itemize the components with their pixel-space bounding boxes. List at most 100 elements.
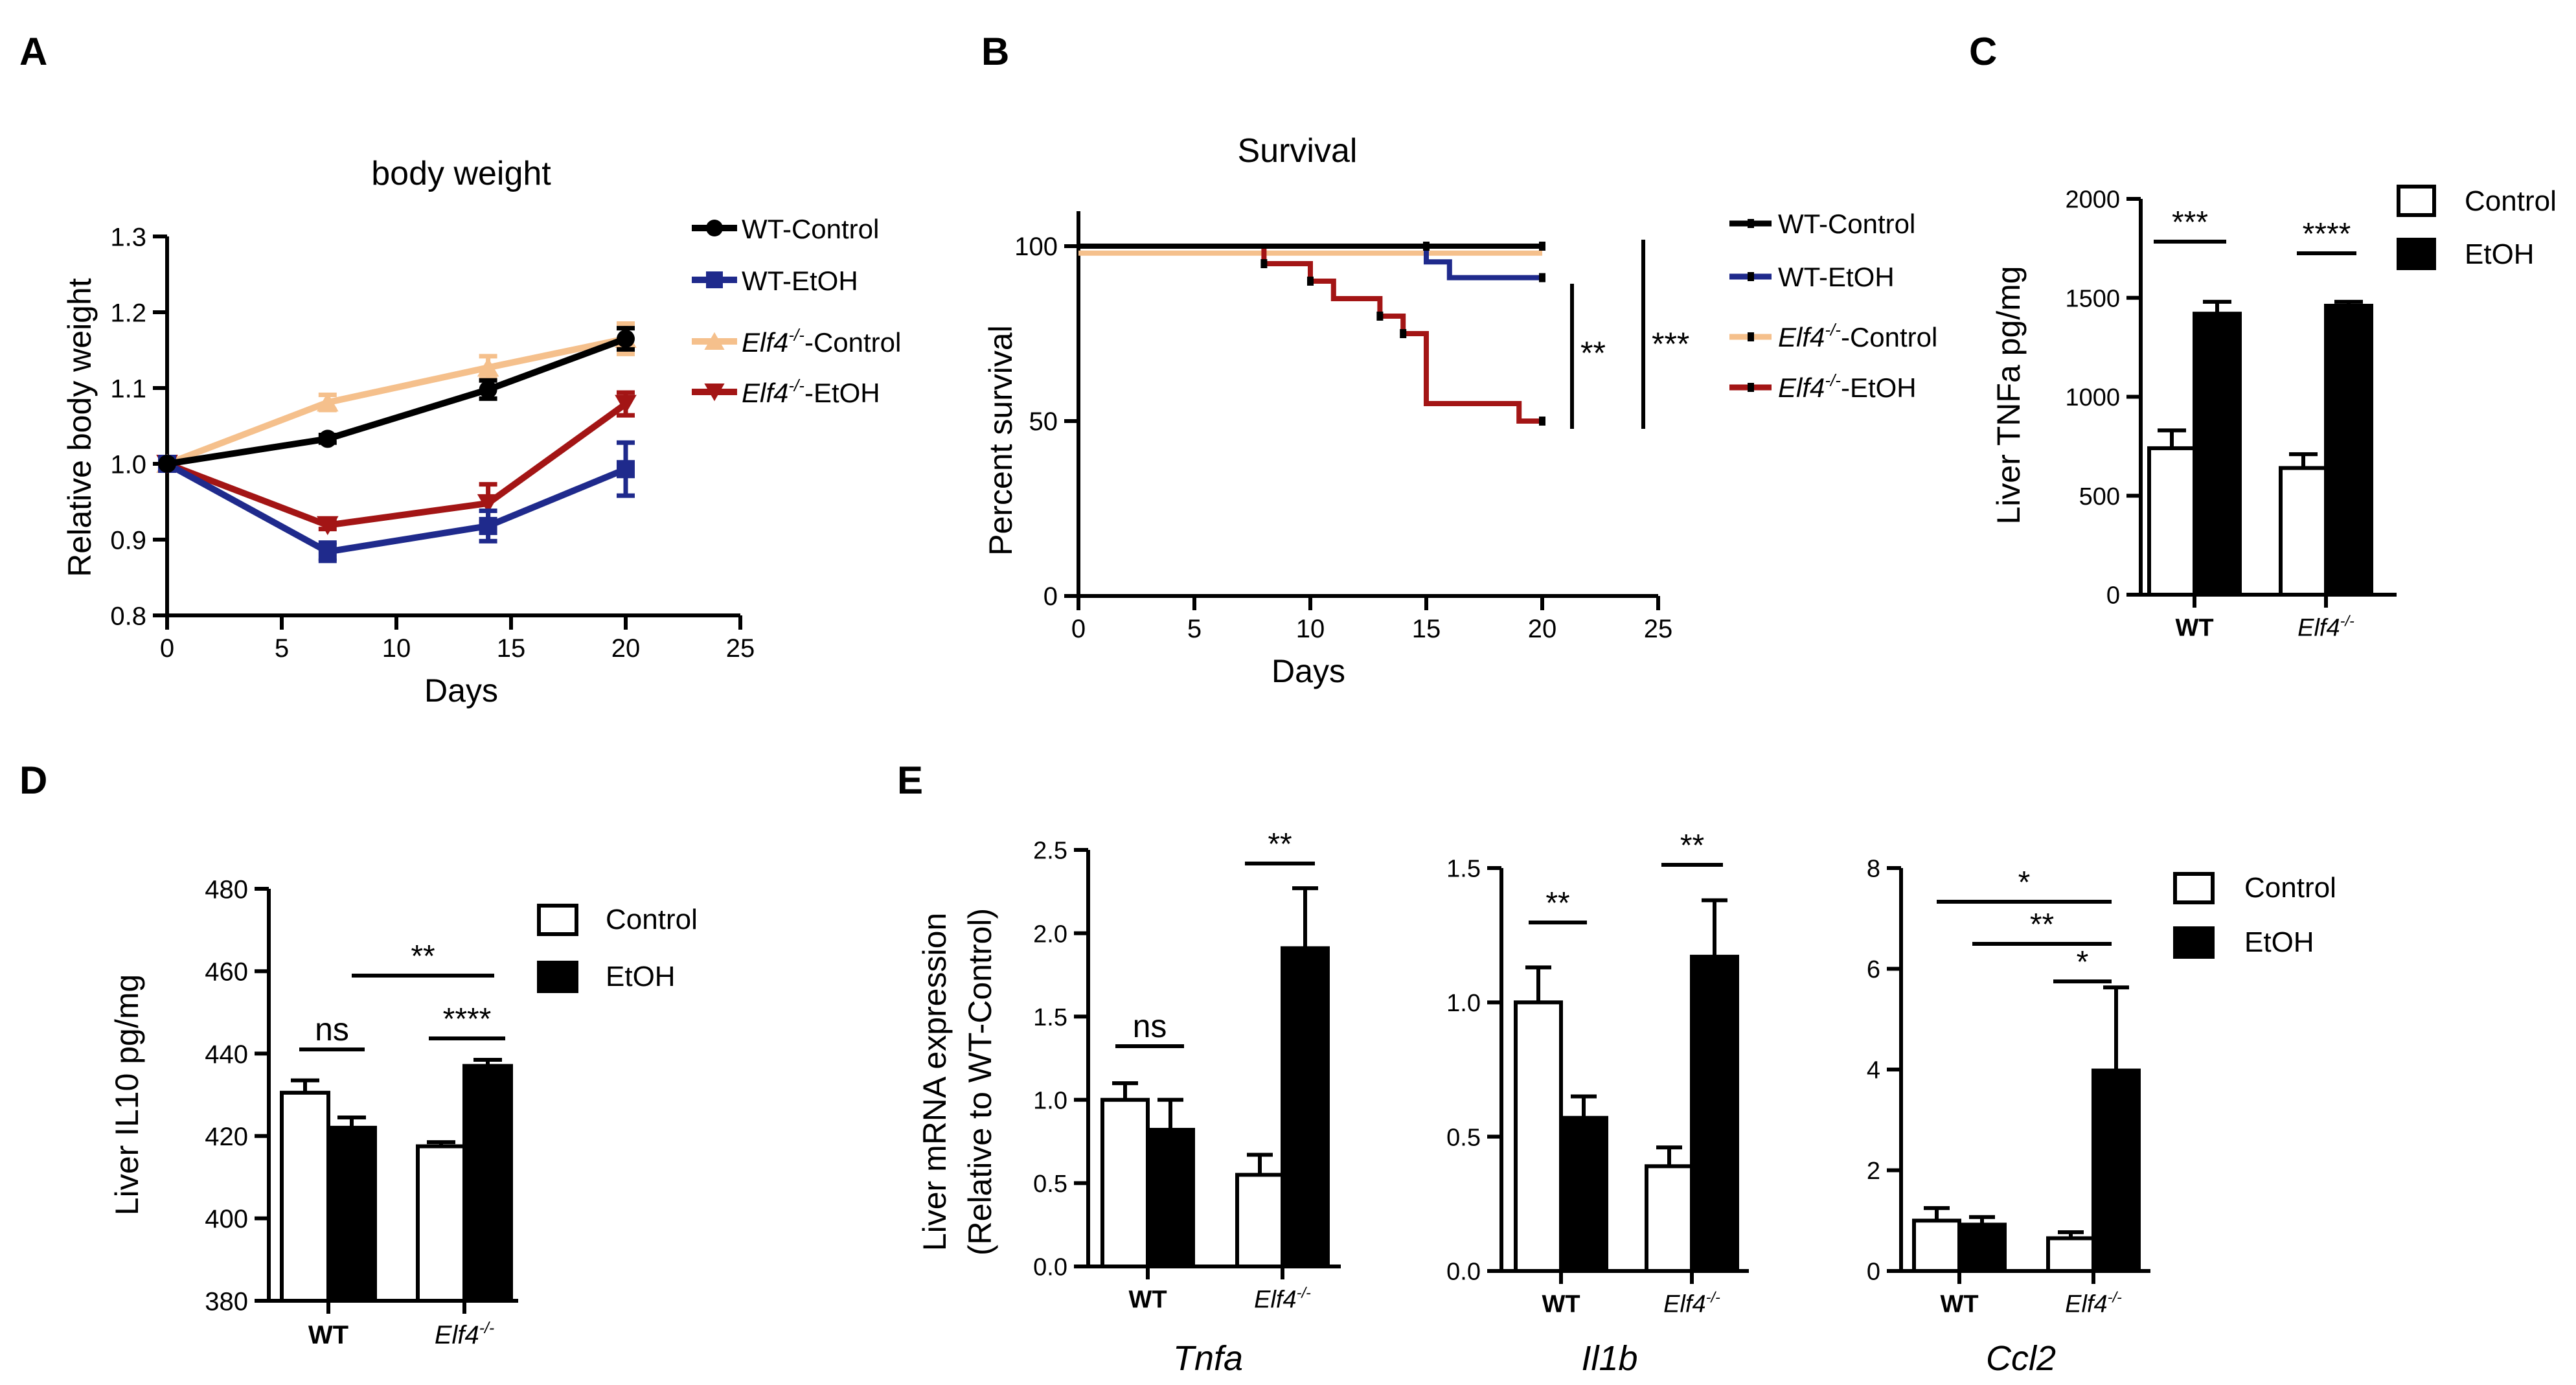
legend-label-c: EtOH xyxy=(2465,238,2535,270)
bar-E2-control-0 xyxy=(1514,1000,1563,1274)
legend-marker-a xyxy=(704,332,725,350)
ko-superscript: -/- xyxy=(1297,1285,1311,1301)
y-tick-label: 1.3 xyxy=(110,223,146,251)
x-tick-label: 20 xyxy=(1528,615,1557,643)
legend-marker-a xyxy=(706,271,723,288)
data-point-a-0-1 xyxy=(318,429,337,448)
legend-label-e: Control xyxy=(2244,872,2336,904)
category-label: WT xyxy=(308,1321,348,1349)
significance-label-e1: ** xyxy=(1268,827,1292,862)
panel-letter-e: E xyxy=(897,759,923,802)
chart-title-b: Survival xyxy=(1238,132,1358,170)
significance-label-b: ** xyxy=(1580,335,1606,371)
ko-suffix-text: -Control xyxy=(804,327,901,358)
y-tick-label: 0.5 xyxy=(1446,1124,1481,1151)
bar-E1-control-1 xyxy=(1235,1173,1284,1269)
bar-C-etoh-0 xyxy=(2193,312,2242,597)
ko-prefix: Elf4 xyxy=(2297,615,2340,642)
y-tick-label: 1.5 xyxy=(1033,1004,1067,1031)
y-tick-label: 0.9 xyxy=(110,526,146,555)
x-tick-label: 5 xyxy=(275,634,289,663)
legend-label-c: Control xyxy=(2465,185,2557,217)
y-tick-label: 50 xyxy=(1029,407,1058,436)
y-tick-label: 0.0 xyxy=(1033,1254,1067,1281)
bar-D-control-1 xyxy=(416,1144,466,1303)
x-tick-label: 0 xyxy=(160,634,174,663)
legend-label-a: Elf4-/--Control xyxy=(742,325,901,358)
legend-marker-a xyxy=(706,220,723,236)
bar-D-control-0 xyxy=(280,1090,330,1303)
y-axis-label-a: Relative body weight xyxy=(62,278,98,577)
ko-prefix: Elf4 xyxy=(742,327,788,358)
bar-E2-etoh-1 xyxy=(1690,954,1739,1273)
category-label: Elf4-/- xyxy=(1254,1285,1311,1314)
ko-prefix: Elf4 xyxy=(1778,322,1825,352)
gene-label-e2: Il1b xyxy=(1581,1339,1637,1378)
significance-label-d: **** xyxy=(443,1002,492,1036)
x-tick-label: 10 xyxy=(1296,615,1325,643)
x-tick-label: 10 xyxy=(382,634,411,663)
legend-label-b: Elf4-/--EtOH xyxy=(1778,371,1917,403)
y-tick-label: 0 xyxy=(1867,1259,1880,1286)
category-label: WT xyxy=(1542,1291,1580,1318)
gene-label-e3: Ccl2 xyxy=(1986,1339,2056,1378)
x-tick-label: 25 xyxy=(726,634,755,663)
y-tick-label: 100 xyxy=(1014,233,1058,261)
censor-tick-b xyxy=(1260,259,1268,268)
legend-swatch-control-d xyxy=(537,904,578,936)
category-label: WT xyxy=(1128,1287,1167,1314)
bar-E1-control-0 xyxy=(1100,1097,1150,1269)
significance-label-c: **** xyxy=(2303,217,2351,251)
bar-E2-control-1 xyxy=(1645,1164,1694,1274)
y-tick-label: 2 xyxy=(1867,1158,1880,1185)
x-tick-label: 15 xyxy=(1412,615,1441,643)
y-tick-label: 1000 xyxy=(2065,384,2120,411)
censor-tick-b xyxy=(1307,277,1314,286)
y-tick-label: 1.5 xyxy=(1446,856,1481,883)
y-tick-label: 380 xyxy=(205,1287,248,1316)
legend-label-a: Elf4-/--EtOH xyxy=(742,376,880,408)
ko-superscript: -/- xyxy=(788,325,804,345)
x-tick-label: 25 xyxy=(1644,615,1673,643)
y-tick-label: 2.5 xyxy=(1033,838,1067,865)
y-tick-label: 1.0 xyxy=(1446,990,1481,1017)
ko-superscript: -/- xyxy=(479,1320,494,1337)
bar-D-etoh-0 xyxy=(326,1125,377,1303)
significance-label-e3: ** xyxy=(2030,908,2054,942)
data-point-a-2-2 xyxy=(477,358,499,377)
censor-tick-b xyxy=(1400,329,1407,338)
data-point-a-2-1 xyxy=(317,392,339,412)
y-tick-label: 6 xyxy=(1867,956,1880,983)
significance-label-e3: * xyxy=(2018,865,2031,900)
significance-label-b: *** xyxy=(1652,326,1689,362)
censor-tick-b xyxy=(1376,312,1384,321)
panel-letter-b: B xyxy=(981,30,1009,73)
panel-letter-c: C xyxy=(1969,30,1997,73)
panel-letter-d: D xyxy=(19,759,47,802)
ko-superscript: -/- xyxy=(2108,1289,2122,1306)
ko-superscript: -/- xyxy=(1825,371,1841,390)
x-tick-label: 0 xyxy=(1071,615,1086,643)
bar-E3-etoh-0 xyxy=(1957,1222,2007,1273)
y-tick-label: 440 xyxy=(205,1040,248,1069)
data-point-a-3-3 xyxy=(615,395,637,414)
ko-superscript: -/- xyxy=(788,376,804,395)
y-tick-label: 1.0 xyxy=(110,450,146,479)
series-line-a-1 xyxy=(165,461,627,555)
y-tick-label: 420 xyxy=(205,1123,248,1151)
y-tick-label: 4 xyxy=(1867,1057,1880,1084)
legend-swatch-etoh-d xyxy=(537,961,578,993)
series-line-a-0 xyxy=(166,336,627,467)
legend-marker-b xyxy=(1748,383,1754,392)
bar-E1-etoh-1 xyxy=(1281,946,1330,1269)
legend-swatch-etoh-e xyxy=(2173,926,2215,959)
y-tick-label: 0 xyxy=(1043,582,1058,611)
category-label: WT xyxy=(1940,1291,1978,1318)
censor-tick-b xyxy=(1539,417,1545,426)
y-tick-label: 1.2 xyxy=(110,299,146,327)
data-point-a-0-0 xyxy=(158,455,176,473)
y-tick-label: 460 xyxy=(205,958,248,987)
bar-E2-etoh-0 xyxy=(1559,1116,1608,1274)
y-tick-label: 0.0 xyxy=(1446,1259,1481,1286)
y-tick-label: 0 xyxy=(2106,582,2120,610)
